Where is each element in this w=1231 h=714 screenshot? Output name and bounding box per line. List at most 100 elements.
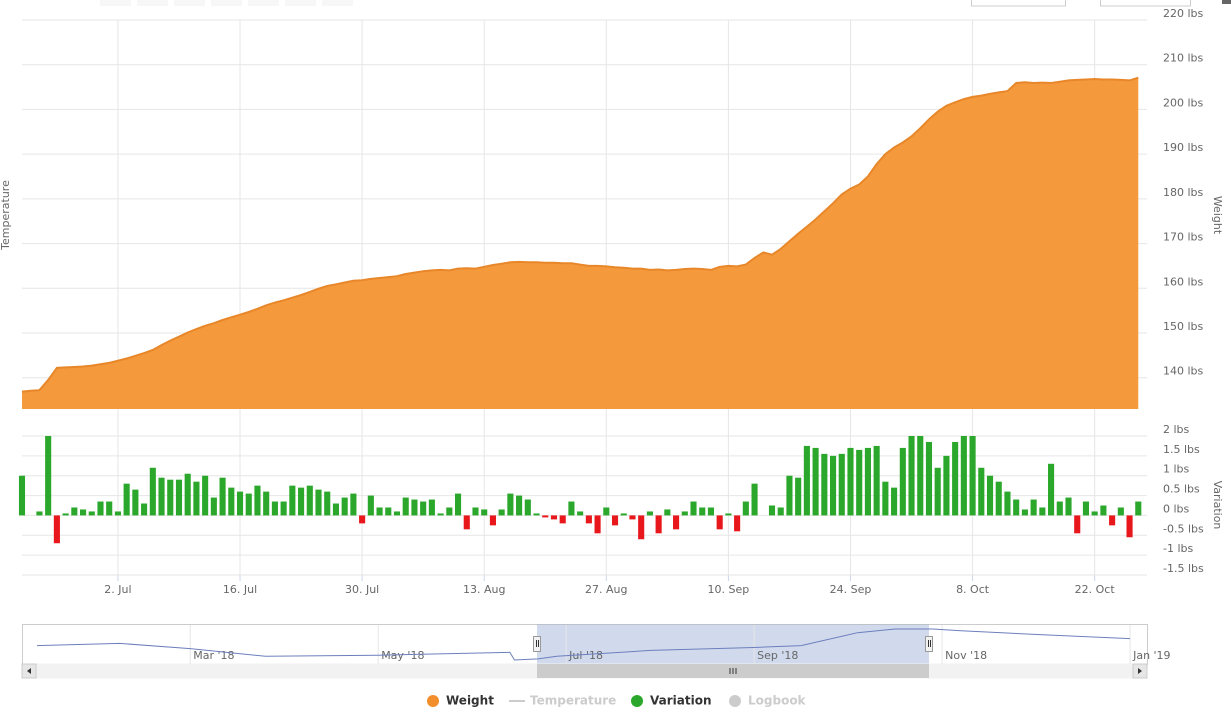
date-input[interactable] <box>1100 0 1191 7</box>
variation-bar <box>673 515 680 530</box>
legend-symbol <box>631 695 643 707</box>
variation-bar <box>707 507 715 516</box>
variation-bar <box>856 449 863 516</box>
variation-bar <box>542 515 549 518</box>
variation-bar <box>1082 501 1090 516</box>
variation-bar <box>620 513 627 516</box>
plot <box>18 76 1142 544</box>
variation-bar <box>219 477 226 516</box>
variation-bar <box>71 507 78 516</box>
x-tick-label: 8. Oct <box>956 583 990 596</box>
variation-bar <box>1021 509 1028 516</box>
variation-bar <box>768 505 776 516</box>
navigator-handles <box>533 636 933 652</box>
handle-grip <box>928 640 931 647</box>
variation-bar <box>114 511 121 516</box>
variation-bar <box>1117 507 1124 516</box>
variation-bar <box>88 511 95 516</box>
variation-bar <box>629 515 636 520</box>
y-tick-label: 200 lbs <box>1163 96 1204 109</box>
variation-bar <box>943 455 950 516</box>
variation-bar <box>725 513 732 516</box>
x-tick-label: 30. Jul <box>345 583 379 596</box>
variation-bar <box>873 445 880 516</box>
legend-item[interactable]: Variation <box>631 694 712 708</box>
y-tick-label: 220 lbs <box>1163 7 1204 20</box>
variation-bar <box>228 487 235 516</box>
variation-bar <box>149 467 156 516</box>
legend-symbol <box>427 695 439 707</box>
variation-bar <box>53 515 60 544</box>
x-tick-label: 10. Sep <box>708 583 750 596</box>
variation-bar <box>1039 507 1046 516</box>
x-tick-label: 16. Jul <box>223 583 257 596</box>
legend-item[interactable]: Weight <box>427 694 494 708</box>
variation-bar <box>1048 463 1055 516</box>
navigator-tick-label: Nov '18 <box>945 649 987 662</box>
x-tick-label: 24. Sep <box>830 583 872 596</box>
navigator-tick-label: Jul '18 <box>568 649 603 662</box>
variation-bar <box>882 481 889 516</box>
variation-bar <box>289 485 296 516</box>
variation-bar <box>245 493 252 516</box>
variation-bar <box>97 501 104 516</box>
y-tick-label: 180 lbs <box>1163 186 1204 199</box>
legend-item[interactable]: Logbook <box>729 694 807 708</box>
variation-bar <box>550 515 558 520</box>
variation-bar <box>454 493 462 516</box>
variation-bar <box>716 515 723 530</box>
variation-bar <box>79 509 87 516</box>
variation-bar <box>899 447 906 516</box>
toolbar <box>100 0 1231 7</box>
menu-button[interactable] <box>1222 0 1231 4</box>
range-button[interactable] <box>285 0 316 6</box>
variation-bar <box>690 501 697 516</box>
variation-bar <box>481 509 488 516</box>
navigator-mask[interactable] <box>537 624 929 665</box>
navigator <box>21 624 1148 679</box>
variation-bar <box>437 513 444 516</box>
variation-bar <box>734 515 741 532</box>
range-button[interactable] <box>137 0 168 6</box>
variation-bar <box>934 467 941 516</box>
range-button[interactable] <box>100 0 131 6</box>
variation-bar <box>158 477 165 516</box>
range-button[interactable] <box>248 0 279 6</box>
legend-item[interactable]: Temperature <box>509 694 616 708</box>
variation-bar <box>45 436 52 516</box>
navigator-line <box>36 628 1131 661</box>
variation-bar <box>350 493 357 516</box>
variation-bar <box>411 499 418 516</box>
variation-bar <box>978 467 985 516</box>
y-tick-label: 210 lbs <box>1163 52 1204 65</box>
variation-bar <box>681 511 688 516</box>
variation-bar <box>141 503 148 516</box>
variation-bar <box>62 513 69 516</box>
variation-bar <box>385 507 392 516</box>
variation-bar <box>306 485 313 516</box>
variation-bar <box>1004 491 1011 516</box>
legend-label: Temperature <box>530 694 616 708</box>
y-tick-label: -0.5 lbs <box>1163 522 1204 535</box>
navigator-plot: Mar '18 May '18 Jul '18 Sep '18 Nov '18 Jan '… <box>36 625 1171 664</box>
y-tick-label: 140 lbs <box>1163 365 1204 378</box>
date-input[interactable] <box>971 0 1066 7</box>
y-tick-label: 1 lbs <box>1163 463 1190 476</box>
navigator-tick-label: Jan '19 <box>1132 649 1170 662</box>
variation-bar <box>742 501 749 516</box>
y-tick-label: 0 lbs <box>1163 502 1190 515</box>
y-tick-label: 160 lbs <box>1163 275 1204 288</box>
weight-line <box>21 76 1139 393</box>
variation-bar <box>699 507 706 516</box>
range-button[interactable] <box>322 0 353 6</box>
range-button[interactable] <box>174 0 205 6</box>
variation-bar <box>446 507 453 516</box>
variation-bar <box>1100 505 1107 516</box>
variation-bar <box>210 497 217 516</box>
y-tick-label: 190 lbs <box>1163 141 1204 154</box>
variation-bar <box>655 515 662 534</box>
variation-bar <box>1109 515 1116 526</box>
variation-bar <box>803 445 810 516</box>
range-button[interactable] <box>211 0 242 6</box>
